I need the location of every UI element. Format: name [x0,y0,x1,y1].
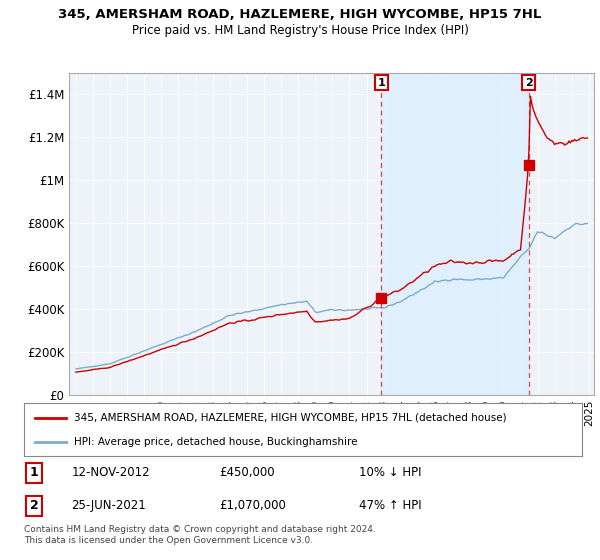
Text: 47% ↑ HPI: 47% ↑ HPI [359,500,421,512]
Text: 1: 1 [377,78,385,87]
Text: 1: 1 [29,466,38,479]
Bar [382,73,529,395]
Text: 25-JUN-2021: 25-JUN-2021 [71,500,146,512]
Text: 2: 2 [525,78,533,87]
Text: 2: 2 [29,500,38,512]
Text: HPI: Average price, detached house, Buckinghamshire: HPI: Average price, detached house, Buck… [74,437,358,447]
Text: £450,000: £450,000 [220,466,275,479]
Text: 345, AMERSHAM ROAD, HAZLEMERE, HIGH WYCOMBE, HP15 7HL: 345, AMERSHAM ROAD, HAZLEMERE, HIGH WYCO… [58,8,542,21]
Text: 345, AMERSHAM ROAD, HAZLEMERE, HIGH WYCOMBE, HP15 7HL (detached house): 345, AMERSHAM ROAD, HAZLEMERE, HIGH WYCO… [74,413,507,423]
Text: £1,070,000: £1,070,000 [220,500,286,512]
Text: 12-NOV-2012: 12-NOV-2012 [71,466,150,479]
Text: 10% ↓ HPI: 10% ↓ HPI [359,466,421,479]
Text: Price paid vs. HM Land Registry's House Price Index (HPI): Price paid vs. HM Land Registry's House … [131,24,469,36]
Text: Contains HM Land Registry data © Crown copyright and database right 2024.
This d: Contains HM Land Registry data © Crown c… [24,525,376,545]
